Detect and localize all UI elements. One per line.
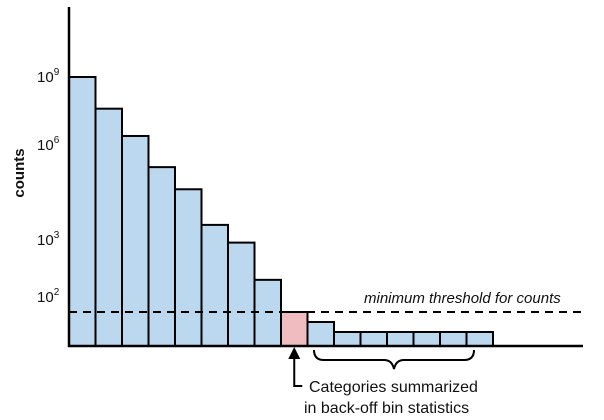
y-axis-label: counts	[11, 148, 28, 197]
bar	[465, 331, 494, 347]
bar	[386, 331, 415, 347]
y-tick-label: 102	[37, 287, 60, 306]
arrow-up-icon	[288, 347, 301, 359]
back-off-brace	[313, 349, 475, 370]
bar	[333, 331, 362, 347]
y-tick-base: 10	[37, 232, 54, 249]
bar	[306, 321, 335, 347]
y-tick-exponent: 3	[54, 230, 60, 241]
y-tick-exponent: 2	[54, 287, 60, 298]
y-tick-label: 103	[37, 230, 60, 249]
y-tick-base: 10	[37, 289, 54, 306]
bar	[68, 76, 97, 347]
threshold-label: minimum threshold for counts	[364, 290, 561, 307]
bar	[174, 188, 203, 347]
annotation-line-2: in back-off bin statistics	[304, 400, 469, 417]
y-tick-label: 106	[37, 135, 60, 154]
bar	[227, 241, 256, 347]
bars	[68, 76, 494, 347]
bar	[412, 331, 441, 347]
y-tick-exponent: 6	[54, 135, 60, 146]
y-tick-base: 10	[37, 137, 54, 154]
bar	[359, 331, 388, 347]
bar	[439, 331, 468, 347]
bar-backoff	[280, 311, 309, 347]
annotation-line-1: Categories summarized	[309, 379, 478, 396]
bar	[147, 166, 176, 347]
y-tick-exponent: 9	[54, 67, 60, 78]
bar	[94, 107, 123, 347]
back-off-pointer	[288, 347, 303, 387]
bar	[121, 134, 150, 347]
y-tick-label: 109	[37, 67, 60, 86]
y-tick-base: 10	[37, 69, 54, 86]
bar	[200, 223, 229, 347]
